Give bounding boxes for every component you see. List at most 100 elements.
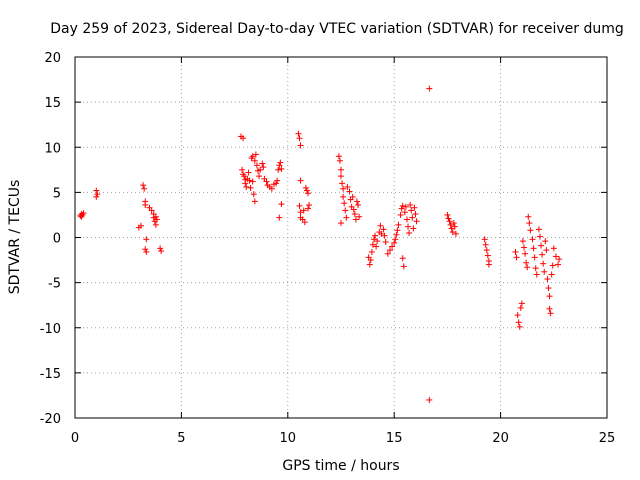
x-tick-label: 25	[599, 431, 616, 446]
data-point	[527, 227, 534, 234]
data-point	[340, 193, 347, 200]
data-point	[341, 200, 348, 207]
data-point	[295, 130, 302, 137]
data-point	[540, 260, 547, 267]
data-point	[384, 250, 391, 257]
data-point	[355, 202, 362, 209]
data-point	[412, 211, 419, 218]
y-tick-label: 20	[44, 51, 61, 66]
data-point	[338, 220, 344, 227]
data-point	[485, 261, 492, 268]
data-point	[535, 226, 542, 233]
data-point	[513, 254, 520, 261]
data-point	[240, 135, 247, 142]
data-point	[152, 221, 159, 228]
data-point	[276, 162, 283, 169]
data-point	[253, 162, 260, 169]
data-point	[380, 226, 387, 233]
data-point	[301, 219, 308, 226]
data-point	[531, 254, 538, 261]
data-point	[484, 252, 491, 259]
data-point	[352, 216, 359, 223]
data-point	[277, 159, 284, 166]
data-point	[546, 305, 553, 312]
data-point	[143, 248, 150, 255]
data-point	[545, 285, 552, 292]
data-point	[518, 300, 525, 307]
data-point	[296, 202, 303, 209]
data-point	[137, 222, 144, 229]
data-point	[538, 242, 545, 249]
data-point	[303, 187, 310, 194]
data-point	[544, 276, 551, 283]
y-tick-label: -15	[40, 367, 61, 382]
data-point	[399, 255, 406, 262]
data-point	[547, 310, 554, 317]
data-point	[343, 214, 350, 221]
data-point	[446, 218, 453, 225]
data-point	[378, 230, 385, 237]
data-point	[397, 211, 404, 218]
y-tick-label: -10	[40, 322, 61, 337]
x-tick-label: 5	[177, 431, 185, 446]
data-point	[526, 220, 533, 227]
data-point	[377, 222, 384, 229]
data-point	[302, 184, 309, 191]
data-point	[522, 250, 529, 257]
data-point	[305, 205, 312, 212]
data-point	[335, 153, 342, 160]
data-point	[516, 323, 523, 330]
data-point	[514, 312, 521, 319]
y-axis-label: SDTVAR / TECUs	[7, 180, 23, 295]
data-point	[242, 180, 249, 187]
data-point	[142, 202, 149, 209]
data-point	[382, 239, 389, 246]
data-point	[552, 253, 559, 260]
data-point	[158, 248, 165, 255]
data-point	[370, 236, 377, 243]
data-point	[247, 184, 254, 191]
data-point	[519, 238, 526, 245]
data-point	[94, 191, 101, 198]
data-point	[276, 214, 283, 221]
data-point	[407, 202, 414, 209]
data-point	[263, 178, 270, 185]
data-point	[393, 231, 400, 238]
data-point	[549, 262, 556, 269]
data-point	[351, 211, 358, 218]
data-point	[245, 169, 252, 176]
data-point	[399, 202, 406, 209]
data-point	[373, 243, 380, 250]
data-point	[374, 238, 381, 245]
data-point	[451, 223, 458, 230]
data-point	[555, 261, 562, 268]
data-point	[366, 261, 373, 268]
data-point	[275, 166, 282, 173]
data-point	[344, 183, 351, 190]
data-point	[250, 191, 257, 198]
y-tick-label: -20	[40, 412, 61, 427]
data-point	[260, 164, 267, 171]
data-point	[447, 221, 454, 228]
data-point	[521, 244, 528, 251]
data-point	[346, 188, 353, 195]
data-point	[392, 236, 399, 243]
data-point	[524, 264, 531, 271]
data-point	[450, 220, 457, 227]
data-point	[338, 166, 344, 173]
data-point	[140, 182, 147, 189]
grid-lines	[75, 57, 607, 418]
data-point	[532, 265, 539, 272]
data-point	[391, 239, 398, 246]
data-point	[389, 243, 396, 250]
data-point	[306, 202, 313, 209]
chart-title: Day 259 of 2023, Sidereal Day-to-day VTE…	[50, 21, 624, 37]
data-point	[517, 304, 524, 311]
data-point	[296, 135, 303, 142]
x-tick-label: 10	[280, 431, 297, 446]
data-point	[381, 232, 388, 239]
data-point	[481, 236, 488, 243]
data-point	[305, 190, 312, 197]
data-point	[530, 245, 537, 252]
data-points	[77, 85, 563, 403]
